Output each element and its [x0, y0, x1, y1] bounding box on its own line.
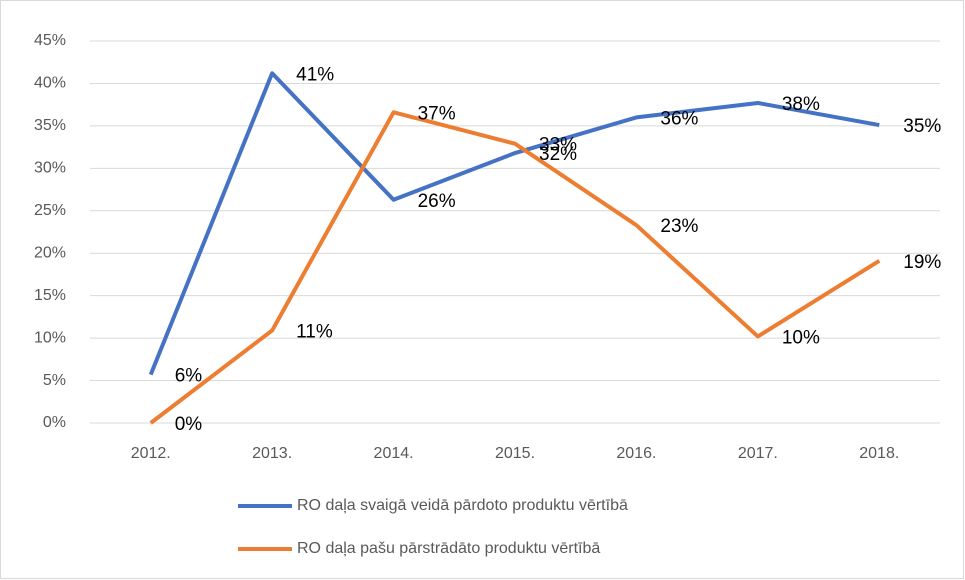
- data-label: 23%: [660, 216, 698, 237]
- x-tick-label: 2017.: [738, 445, 778, 462]
- data-label: 41%: [296, 64, 334, 85]
- data-label: 33%: [539, 135, 577, 156]
- data-label: 19%: [903, 252, 941, 273]
- data-label: 38%: [782, 94, 820, 115]
- y-tick-label: 20%: [34, 244, 66, 261]
- x-tick-label: 2012.: [131, 445, 171, 462]
- data-label: 35%: [903, 116, 941, 137]
- y-tick-label: 5%: [43, 372, 66, 389]
- y-tick-label: 40%: [34, 75, 66, 92]
- y-tick-label: 0%: [43, 414, 66, 431]
- data-label: 32%: [539, 144, 577, 165]
- y-tick-label: 10%: [34, 329, 66, 346]
- data-label: 11%: [296, 321, 333, 342]
- x-tick-label: 2014.: [374, 445, 414, 462]
- data-label: 37%: [418, 103, 456, 124]
- data-label: 6%: [175, 366, 203, 387]
- x-tick-label: 2018.: [859, 445, 899, 462]
- y-tick-label: 25%: [34, 202, 66, 219]
- legend-label: RO daļa pašu pārstrādāto produktu vērtīb…: [297, 540, 600, 557]
- data-label: 10%: [782, 327, 820, 348]
- data-label: 36%: [660, 108, 698, 129]
- y-tick-label: 45%: [34, 32, 66, 49]
- y-tick-label: 30%: [34, 160, 66, 177]
- x-tick-label: 2015.: [495, 445, 535, 462]
- x-tick-label: 2013.: [252, 445, 292, 462]
- series-line: [148, 71, 880, 376]
- legend-label: RO daļa svaigā veidā pārdoto produktu vē…: [297, 497, 628, 514]
- series-line: [149, 110, 881, 425]
- y-tick-label: 35%: [34, 117, 66, 134]
- data-label: 0%: [175, 414, 203, 435]
- data-label: 26%: [418, 191, 456, 212]
- y-tick-label: 15%: [34, 287, 66, 304]
- x-tick-label: 2016.: [616, 445, 656, 462]
